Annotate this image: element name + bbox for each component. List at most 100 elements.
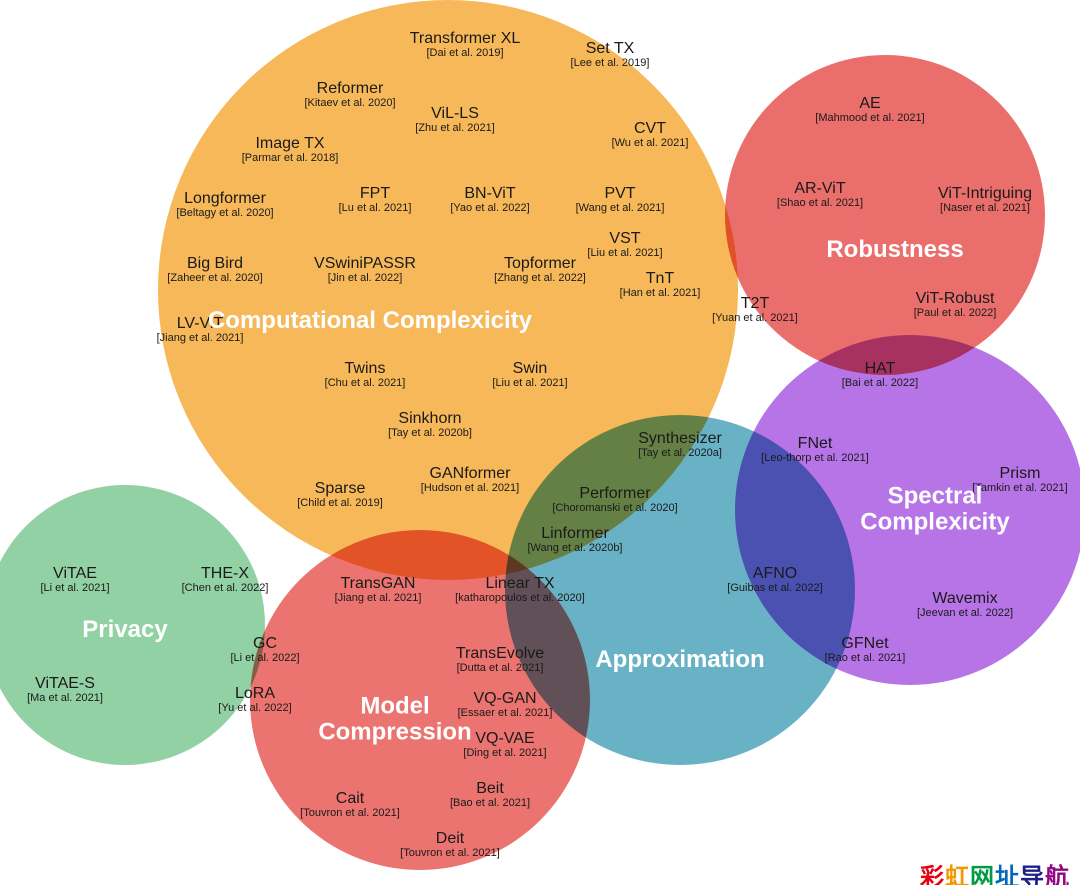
paper-ref: [Touvron et al. 2021] bbox=[400, 848, 500, 860]
paper-name: Sparse bbox=[315, 480, 366, 497]
paper-item: Reformer[Kitaev et al. 2020] bbox=[304, 81, 395, 109]
paper-ref: [Leo-thorp et al. 2021] bbox=[761, 453, 869, 465]
paper-name: Performer bbox=[579, 485, 650, 502]
paper-name: Linformer bbox=[541, 525, 609, 542]
paper-item: Beit[Bao et al. 2021] bbox=[450, 781, 530, 809]
paper-name: VSwiniPASSR bbox=[314, 255, 416, 272]
paper-item: Wavemix[Jeevan et al. 2022] bbox=[917, 591, 1013, 619]
paper-name: CVT bbox=[634, 120, 666, 137]
paper-name: Cait bbox=[336, 790, 364, 807]
category-label-computational: Computational Complexicity bbox=[208, 308, 532, 334]
paper-name: ViT-Robust bbox=[916, 290, 995, 307]
paper-ref: [Essaer et al. 2021] bbox=[458, 708, 553, 720]
paper-item: Linear TX[katharopoulos et al. 2020] bbox=[455, 576, 585, 604]
paper-item: TransGAN[Jiang et al. 2021] bbox=[335, 576, 422, 604]
paper-ref: [Shao et al. 2021] bbox=[777, 198, 863, 210]
paper-ref: [Hudson et al. 2021] bbox=[421, 483, 519, 495]
paper-ref: [Zaheer et al. 2020] bbox=[167, 273, 262, 285]
paper-ref: [Ding et al. 2021] bbox=[463, 748, 546, 760]
paper-name: HAT bbox=[865, 360, 896, 377]
paper-name: Set TX bbox=[586, 40, 635, 57]
venn-diagram-stage: { "canvas": { "width": 1080, "height": 8… bbox=[0, 0, 1080, 885]
paper-name: FNet bbox=[798, 435, 833, 452]
category-label-model: Model Compression bbox=[318, 694, 471, 747]
paper-name: Transformer XL bbox=[410, 30, 521, 47]
paper-ref: [Wang et al. 2021] bbox=[576, 203, 665, 215]
paper-item: TransEvolve[Dutta et al. 2021] bbox=[456, 646, 544, 674]
category-label-privacy: Privacy bbox=[82, 617, 167, 643]
paper-name: ViTAE bbox=[53, 565, 97, 582]
paper-item: Longformer[Beltagy et al. 2020] bbox=[176, 191, 273, 219]
paper-item: GC[Li et al. 2022] bbox=[230, 636, 299, 664]
paper-ref: [katharopoulos et al. 2020] bbox=[455, 593, 585, 605]
paper-name: GC bbox=[253, 635, 277, 652]
paper-ref: [Chen et al. 2022] bbox=[182, 583, 269, 595]
paper-item: Topformer[Zhang et al. 2022] bbox=[494, 256, 586, 284]
paper-item: ViTAE[Li et al. 2021] bbox=[40, 566, 109, 594]
paper-ref: [Child et al. 2019] bbox=[297, 498, 383, 510]
paper-ref: [Choromanski et al. 2020] bbox=[552, 503, 677, 515]
paper-name: GANformer bbox=[430, 465, 511, 482]
paper-item: Transformer XL[Dai et al. 2019] bbox=[410, 31, 521, 59]
paper-item: VQ-GAN[Essaer et al. 2021] bbox=[458, 691, 553, 719]
paper-name: TnT bbox=[646, 270, 674, 287]
paper-ref: [Bai et al. 2022] bbox=[842, 378, 918, 390]
paper-name: Reformer bbox=[317, 80, 384, 97]
paper-ref: [Zhang et al. 2022] bbox=[494, 273, 586, 285]
category-label-robustness: Robustness bbox=[826, 237, 963, 263]
paper-item: Set TX[Lee et al. 2019] bbox=[571, 41, 650, 69]
paper-ref: [Han et al. 2021] bbox=[620, 288, 701, 300]
paper-ref: [Yao et al. 2022] bbox=[450, 203, 529, 215]
paper-item: Sinkhorn[Tay et al. 2020b] bbox=[388, 411, 472, 439]
category-label-approximation: Approximation bbox=[595, 647, 764, 673]
paper-ref: [Yu et al. 2022] bbox=[218, 703, 291, 715]
paper-name: Big Bird bbox=[187, 255, 243, 272]
paper-item: Deit[Touvron et al. 2021] bbox=[400, 831, 500, 859]
paper-name: Synthesizer bbox=[638, 430, 722, 447]
paper-item: FNet[Leo-thorp et al. 2021] bbox=[761, 436, 869, 464]
paper-name: GFNet bbox=[841, 635, 888, 652]
paper-ref: [Li et al. 2021] bbox=[40, 583, 109, 595]
watermark-char: 址 bbox=[995, 857, 1020, 885]
paper-name: THE-X bbox=[201, 565, 249, 582]
paper-ref: [Chu et al. 2021] bbox=[325, 378, 406, 390]
paper-ref: [Wang et al. 2020b] bbox=[528, 543, 623, 555]
paper-item: THE-X[Chen et al. 2022] bbox=[182, 566, 269, 594]
watermark-char: 导 bbox=[1020, 857, 1045, 885]
paper-ref: [Lee et al. 2019] bbox=[571, 58, 650, 70]
paper-name: Twins bbox=[345, 360, 386, 377]
paper-ref: [Tay et al. 2020a] bbox=[638, 448, 722, 460]
paper-ref: [Parmar et al. 2018] bbox=[242, 153, 339, 165]
paper-name: ViT-Intriguing bbox=[938, 185, 1032, 202]
paper-ref: [Jiang et al. 2021] bbox=[335, 593, 422, 605]
paper-name: Swin bbox=[513, 360, 548, 377]
paper-ref: [Jeevan et al. 2022] bbox=[917, 608, 1013, 620]
paper-name: ViTAE-S bbox=[35, 675, 95, 692]
paper-ref: [Liu et al. 2021] bbox=[587, 248, 662, 260]
paper-ref: [Naser et al. 2021] bbox=[938, 203, 1032, 215]
paper-name: Linear TX bbox=[485, 575, 554, 592]
watermark-char: 网 bbox=[970, 857, 995, 885]
paper-item: Big Bird[Zaheer et al. 2020] bbox=[167, 256, 262, 284]
paper-ref: [Zhu et al. 2021] bbox=[415, 123, 495, 135]
paper-item: Synthesizer[Tay et al. 2020a] bbox=[638, 431, 722, 459]
paper-ref: [Liu et al. 2021] bbox=[492, 378, 567, 390]
paper-ref: [Dai et al. 2019] bbox=[410, 48, 521, 60]
category-label-spectral: Spectral Complexicity bbox=[860, 484, 1009, 537]
paper-name: VST bbox=[609, 230, 640, 247]
paper-item: VSwiniPASSR[Jin et al. 2022] bbox=[314, 256, 416, 284]
paper-name: LoRA bbox=[235, 685, 275, 702]
paper-name: VQ-VAE bbox=[475, 730, 534, 747]
paper-ref: [Touvron et al. 2021] bbox=[300, 808, 400, 820]
paper-item: HAT[Bai et al. 2022] bbox=[842, 361, 918, 389]
paper-ref: [Paul et al. 2022] bbox=[914, 308, 997, 320]
paper-ref: [Dutta et al. 2021] bbox=[456, 663, 544, 675]
paper-ref: [Mahmood et al. 2021] bbox=[815, 113, 924, 125]
paper-ref: [Wu et al. 2021] bbox=[612, 138, 689, 150]
paper-ref: [Jiang et al. 2021] bbox=[157, 333, 244, 345]
paper-item: AFNO[Guibas et al. 2022] bbox=[727, 566, 822, 594]
paper-item: GFNet[Rao et al. 2021] bbox=[825, 636, 906, 664]
paper-item: Image TX[Parmar et al. 2018] bbox=[242, 136, 339, 164]
paper-name: ViL-LS bbox=[431, 105, 479, 122]
paper-ref: [Rao et al. 2021] bbox=[825, 653, 906, 665]
